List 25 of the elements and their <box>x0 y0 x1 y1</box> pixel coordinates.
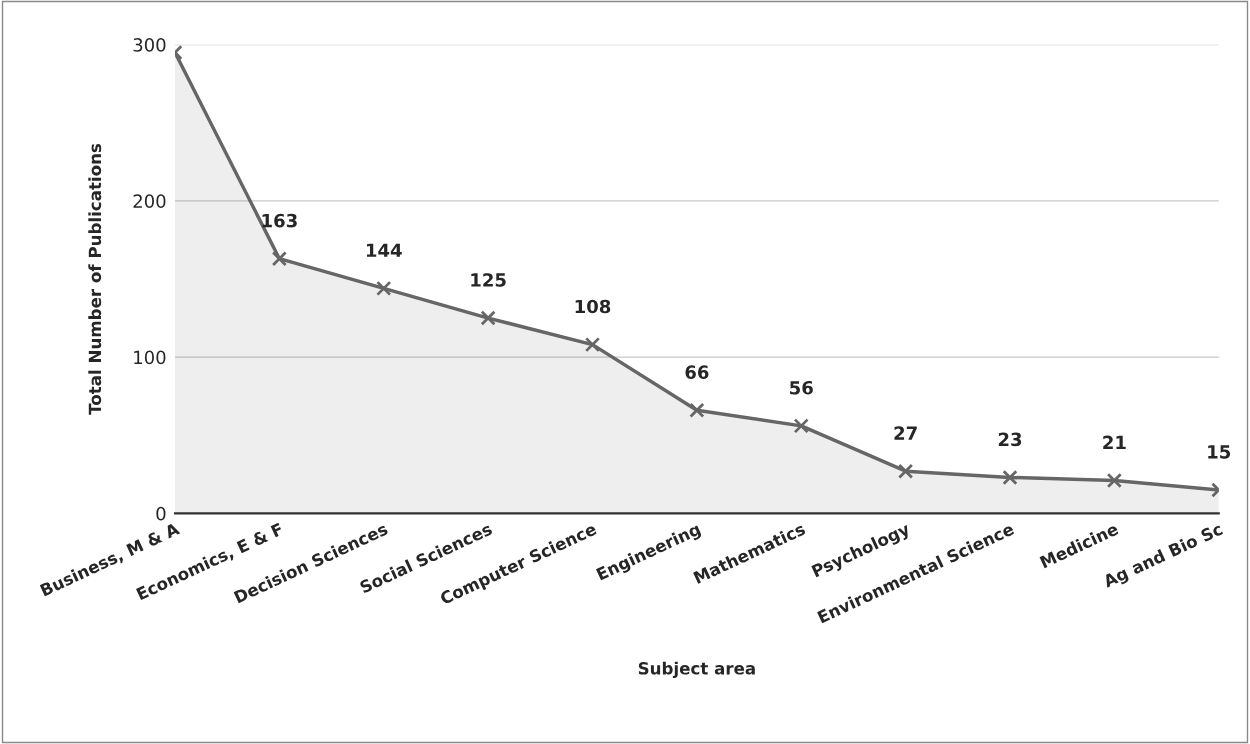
data-label: 21 <box>1103 435 1126 450</box>
point <box>584 336 601 353</box>
point <box>689 402 705 418</box>
data-label: 108 <box>575 299 611 314</box>
point <box>376 280 392 297</box>
point <box>480 310 496 326</box>
point <box>1002 469 1018 486</box>
point <box>897 463 914 479</box>
y-axis-title: Total Number of Publications <box>88 143 102 415</box>
x-axis-title: Subject area <box>638 661 755 678</box>
y-tick-label: 100 <box>134 350 166 365</box>
data-label: 23 <box>998 432 1022 447</box>
data-label: 15 <box>1208 445 1231 459</box>
data-label: 27 <box>894 426 917 440</box>
y-tick-label: 200 <box>133 194 166 208</box>
data-label: 125 <box>471 273 506 287</box>
data-label: 66 <box>685 365 709 379</box>
point <box>793 418 809 434</box>
y-tick-label: 0 <box>156 506 166 521</box>
data-label: 163 <box>262 213 297 228</box>
y-tick-label: 300 <box>133 38 166 52</box>
point <box>271 251 288 267</box>
point <box>1106 472 1123 489</box>
data-label: 144 <box>366 243 402 257</box>
data-label: 56 <box>790 380 813 395</box>
